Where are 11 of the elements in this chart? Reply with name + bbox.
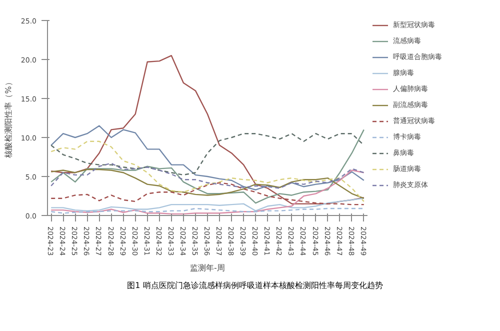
x-axis-title: 监测年-周	[190, 264, 225, 273]
line-series	[50, 125, 364, 190]
line-series	[50, 129, 364, 204]
line-series	[50, 198, 364, 212]
line-series	[50, 168, 364, 199]
caption: 图1 哨点医院门急诊流感样病例呼吸道样本核酸检测阳性率每周变化趋势	[127, 280, 383, 292]
y-axis-title: 核酸检测阳性率（%）	[4, 78, 13, 159]
line-series	[50, 140, 364, 202]
line-series	[50, 170, 364, 215]
line-series	[50, 133, 364, 176]
line-series	[50, 55, 364, 204]
